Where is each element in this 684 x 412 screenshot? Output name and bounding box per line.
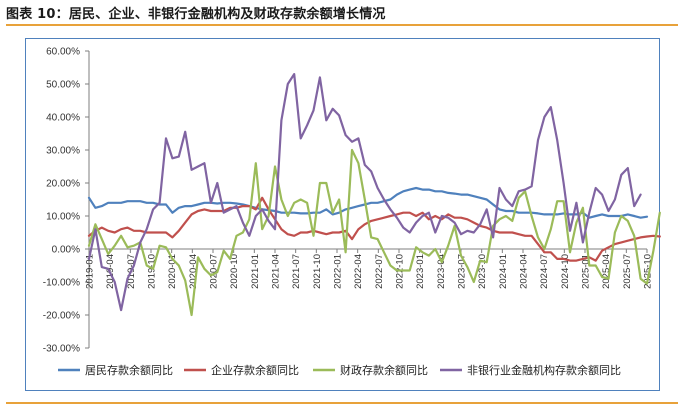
y-tick-label: -30.00% [43,344,80,355]
x-tick-label: 2019-01 [85,254,96,289]
y-tick-label: 40.00% [46,113,80,124]
series-line-4 [87,72,642,312]
y-tick-label: 30.00% [46,146,80,157]
x-tick-label: 2024-01 [498,254,509,289]
legend-label-2: 企业存款余额同比 [211,363,299,377]
y-tick-label: -20.00% [43,311,80,322]
y-tick-label: -10.00% [43,278,80,289]
legend: 居民存款余额同比 企业存款余额同比 财政存款余额同比 非银行业金融机构存款余额同比 [58,363,621,377]
x-tick-label: 2020-07 [209,254,220,289]
series-line-2 [87,196,661,262]
series-line-3 [87,148,661,317]
legend-label-1: 居民存款余额同比 [85,363,173,377]
x-tick-label: 2020-01 [167,254,178,289]
y-tick-label: 50.00% [46,80,80,91]
x-tick-label: 2023-10 [477,254,488,289]
x-tick-label: 2024-10 [560,254,571,289]
legend-label-3: 财政存款余额同比 [340,363,428,377]
bottom-rule [6,402,678,404]
x-tick-label: 2022-04 [353,254,364,289]
y-tick-label: 20.00% [46,179,80,190]
x-tick-label: 2024-04 [519,254,530,289]
x-tick-label: 2024-07 [539,254,550,289]
x-tick-label: 2021-04 [271,254,282,289]
x-tick-label: 2022-07 [374,254,385,289]
x-tick-label: 2020-10 [229,254,240,289]
series-lines [87,72,661,317]
x-tick-label: 2025-10 [643,254,654,289]
legend-label-4: 非银行业金融机构存款余额同比 [467,363,621,377]
x-tick-label: 2021-10 [312,254,323,289]
x-tick-label: 2020-04 [188,254,199,289]
x-tick-label: 2025-07 [622,254,633,289]
y-tick-label: 0.00% [52,245,80,256]
top-rule [6,24,678,26]
x-tick-label: 2021-07 [291,254,302,289]
y-tick-label: 60.00% [46,47,80,58]
y-tick-label: 10.00% [46,212,80,223]
x-tick-label: 2025-04 [601,254,612,289]
x-tick-label: 2019-10 [147,254,158,289]
x-tick-label: 2023-01 [415,254,426,289]
y-axis: 60.00% 50.00% 40.00% 30.00% 20.00% 10.00% 0.00… [43,47,90,355]
x-tick-label: 2025-01 [581,254,592,289]
x-tick-label: 2021-01 [250,254,261,289]
x-tick-label: 2023-04 [436,254,447,289]
figure-title: 图表 10：居民、企业、非银行金融机构及财政存款余额增长情况 [6,7,386,22]
x-tick-label: 2023-07 [457,254,468,289]
x-tick-label: 2022-01 [333,254,344,289]
